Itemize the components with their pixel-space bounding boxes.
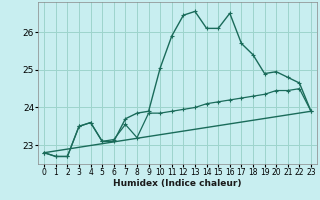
X-axis label: Humidex (Indice chaleur): Humidex (Indice chaleur) bbox=[113, 179, 242, 188]
